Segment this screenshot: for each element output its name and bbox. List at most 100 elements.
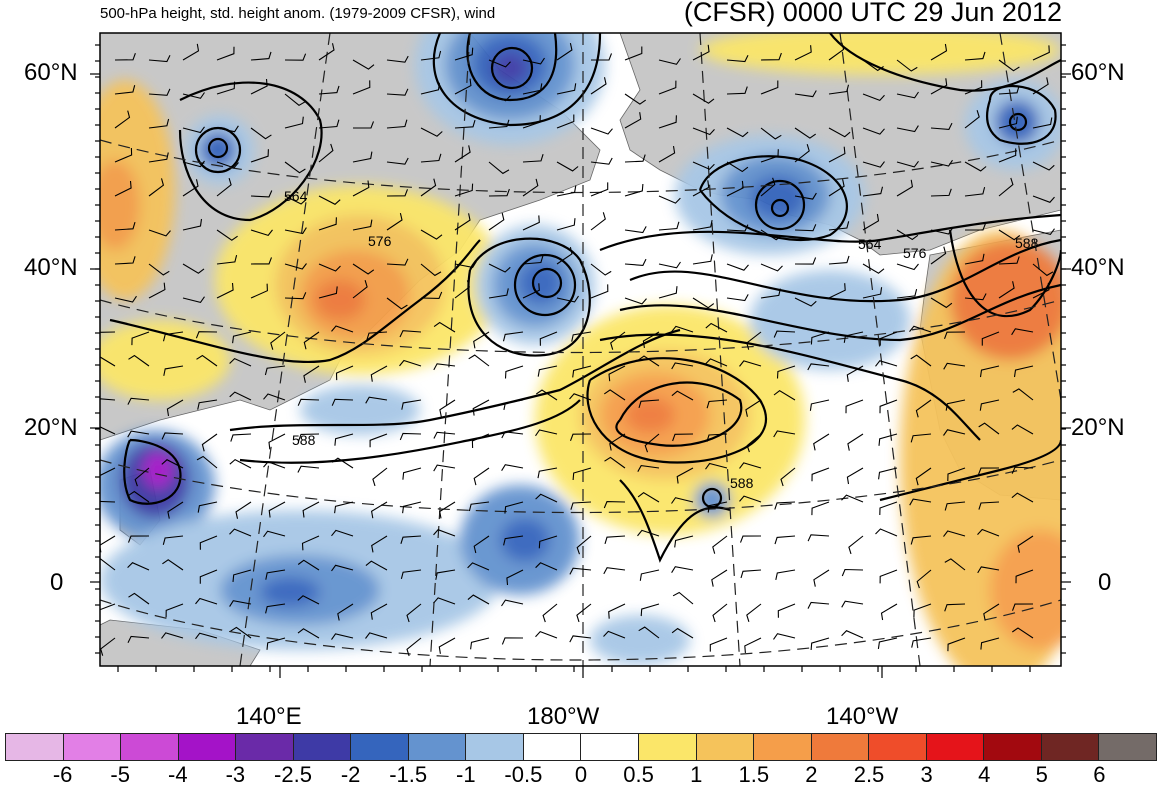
wind-barb	[439, 501, 456, 519]
wind-barb	[250, 127, 272, 140]
wind-barb	[182, 160, 205, 168]
colorbar-swatch	[466, 733, 524, 761]
wind-barb	[773, 430, 796, 438]
wind-barb	[438, 637, 456, 654]
wind-barb	[127, 562, 150, 571]
colorbar-swatch	[1041, 733, 1100, 761]
contour-label: 588	[730, 475, 754, 491]
wind-barb	[862, 213, 880, 231]
wind-barb	[195, 597, 218, 605]
wind-barb	[386, 297, 408, 310]
wind-barb	[420, 127, 443, 137]
wind-barb	[576, 603, 592, 623]
wind-barb	[372, 467, 388, 487]
wind-barb	[624, 183, 644, 197]
wind-barb	[947, 637, 966, 652]
colorbar-swatch	[236, 733, 294, 761]
wind-barb	[915, 467, 932, 486]
wind-barb	[100, 356, 116, 367]
wind-barb	[420, 178, 437, 197]
wind-barb	[862, 287, 883, 299]
wind-barb	[726, 263, 749, 271]
wind-barb	[896, 263, 919, 271]
wind-barb	[467, 562, 490, 571]
wind-barb	[998, 59, 1020, 72]
wind-barb	[880, 603, 898, 621]
wind-barb	[572, 467, 592, 481]
map-title: (CFSR) 0000 UTC 29 Jun 2012	[683, 0, 1062, 27]
wind-barb	[162, 535, 184, 545]
wind-barb	[420, 291, 443, 299]
wind-barb	[216, 177, 232, 197]
wind-barb	[331, 325, 354, 333]
wind-barb	[148, 282, 166, 299]
wind-barb	[979, 399, 1000, 411]
wind-barb	[370, 365, 388, 382]
colorbar-tick-label: -2	[340, 762, 361, 787]
wind-barb	[879, 399, 898, 414]
wind-barb	[263, 393, 286, 401]
wind-barb	[232, 569, 252, 582]
wind-barb	[760, 263, 783, 272]
wind-barb	[128, 592, 150, 605]
wind-barb	[318, 263, 341, 272]
wind-barb	[199, 535, 218, 550]
wind-barb	[760, 149, 779, 163]
wind-barb	[760, 52, 782, 61]
wind-barb	[1032, 77, 1049, 95]
wind-barb	[590, 157, 613, 165]
colorbar-swatch	[523, 733, 582, 761]
wind-barb	[964, 161, 987, 172]
lon-label: 180°W	[527, 703, 600, 730]
wind-barb	[964, 253, 985, 265]
wind-barb	[400, 535, 422, 544]
wind-barb	[114, 180, 132, 197]
wind-barb	[658, 58, 681, 65]
wind-barb	[569, 567, 592, 575]
wind-barb	[128, 354, 150, 367]
wind-barb	[488, 288, 509, 299]
contour-label: 576	[903, 245, 927, 261]
wind-barb	[229, 458, 252, 469]
wind-barb	[535, 429, 558, 437]
wind-barb	[909, 498, 932, 506]
wind-barb	[945, 399, 966, 411]
wind-barb	[610, 331, 626, 350]
wind-barb	[537, 365, 558, 377]
wind-barb	[556, 218, 576, 231]
wind-barb	[1011, 603, 1034, 611]
wind-barb	[640, 603, 660, 617]
wind-barb	[331, 564, 354, 572]
wind-barb	[930, 122, 953, 130]
wind-barb	[930, 78, 948, 95]
wind-barb	[331, 457, 354, 469]
wind-barb	[386, 88, 409, 96]
wind-barb	[811, 467, 830, 482]
wind-barb	[910, 354, 932, 367]
wind-barb	[386, 258, 409, 266]
wind-barb	[692, 254, 713, 265]
wind-barb	[454, 280, 470, 299]
lat-label-right: 40°N	[1071, 254, 1125, 281]
wind-barb	[813, 433, 830, 451]
wind-barb	[522, 154, 544, 163]
wind-barb	[624, 112, 642, 129]
wind-barb	[161, 632, 184, 639]
wind-barb	[270, 331, 286, 350]
wind-barb	[331, 398, 354, 406]
wind-barb	[642, 331, 660, 348]
wind-barb	[302, 501, 320, 518]
wind-barb	[556, 114, 575, 129]
wind-barb	[604, 535, 626, 545]
wind-barb	[331, 529, 354, 537]
wind-barb	[828, 146, 846, 163]
wind-barb	[671, 362, 694, 370]
wind-barb	[672, 433, 694, 442]
wind-barb	[845, 399, 864, 414]
colorbar-swatch	[121, 733, 179, 761]
wind-barbs	[100, 42, 1055, 657]
wind-barb	[1032, 282, 1050, 299]
wind-barb	[503, 399, 524, 411]
wind-barb	[488, 93, 511, 102]
colorbar-swatch	[581, 733, 640, 761]
